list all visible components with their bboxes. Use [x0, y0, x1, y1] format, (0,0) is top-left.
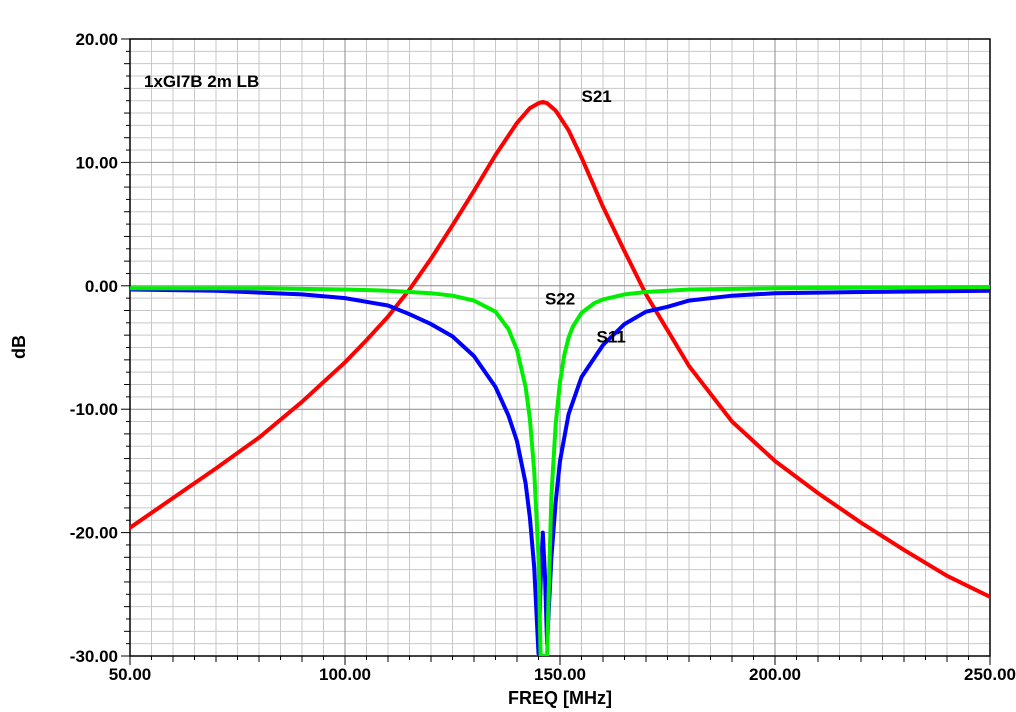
x-tick-labels: 50.00 100.00 150.00 200.00 250.00	[109, 665, 1016, 684]
x-tick-label: 50.00	[109, 665, 152, 684]
series-line-s22	[130, 285, 990, 656]
x-axis-label: FREQ [MHz]	[508, 688, 612, 708]
y-axis-label: dB	[9, 335, 29, 359]
y-tick-label: -30.00	[70, 647, 118, 666]
series-line-s21	[130, 99, 990, 599]
y-tick-labels: 20.00 10.00 0.00 -10.00 -20.00 -30.00	[70, 30, 118, 666]
annotation-s21: S21	[582, 87, 612, 106]
x-tick-label: 200.00	[749, 665, 801, 684]
y-tick-label: 10.00	[75, 153, 118, 172]
series-lines	[130, 99, 990, 656]
y-tick-label: -20.00	[70, 524, 118, 543]
y-tick-label: 20.00	[75, 30, 118, 49]
annotation-s11: S11	[597, 328, 626, 347]
x-tick-label: 150.00	[534, 665, 586, 684]
chart-subtitle: 1xGI7B 2m LB	[144, 72, 259, 91]
annotation-s22: S22	[545, 289, 575, 308]
x-tick-label: 100.00	[319, 665, 371, 684]
x-tick-label: 250.00	[964, 665, 1016, 684]
annotations: S21 S22 S11	[545, 87, 626, 347]
series-line-s11	[130, 287, 990, 656]
y-tick-label: -10.00	[70, 400, 118, 419]
tick-marks	[121, 38, 991, 665]
y-tick-label: 0.00	[85, 277, 118, 296]
